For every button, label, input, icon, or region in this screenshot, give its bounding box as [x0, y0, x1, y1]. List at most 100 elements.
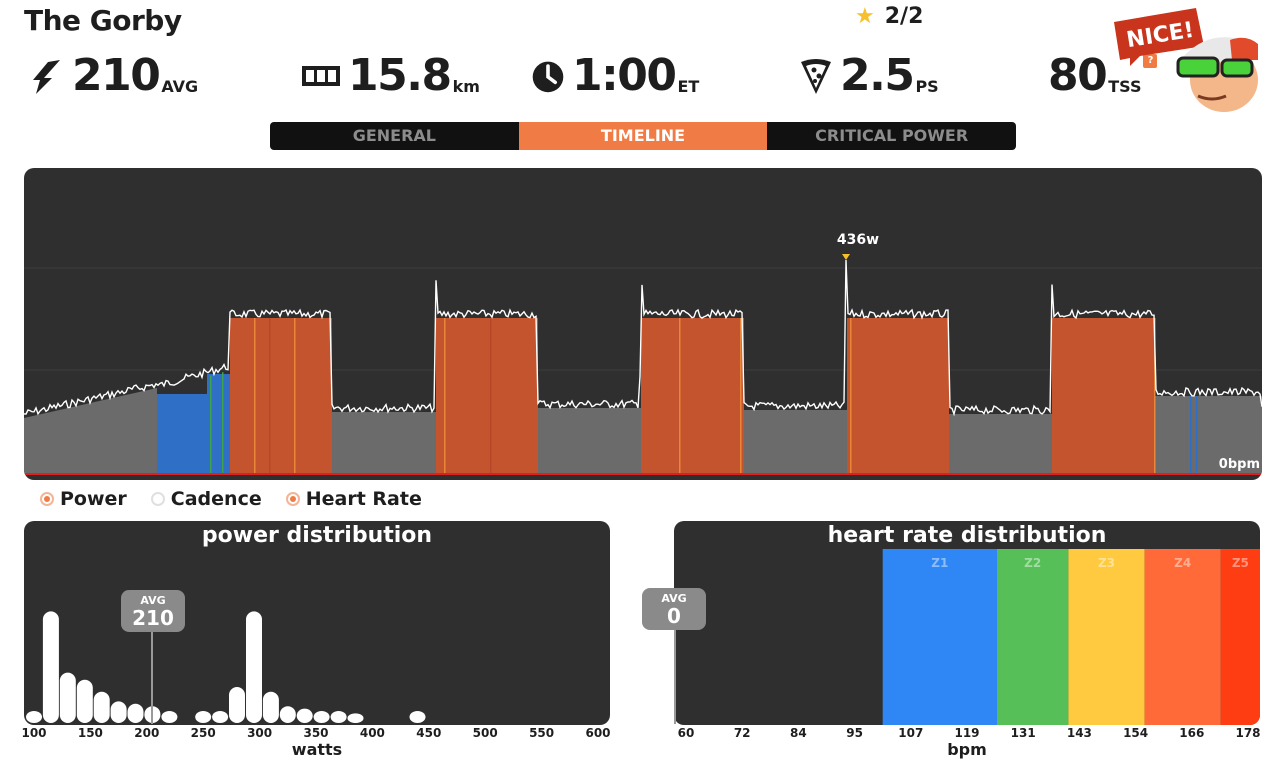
legend-power[interactable]: Power [40, 488, 127, 510]
x-tick-label: 154 [1123, 726, 1149, 740]
power-bin-bar [262, 691, 279, 723]
legend-label: Cadence [170, 488, 262, 510]
peak-marker-icon [842, 254, 850, 260]
timeline-stripe [850, 318, 852, 474]
stars-counter: ★ 2/2 [855, 4, 923, 29]
avg-label: AVG [661, 592, 687, 605]
x-tick-label: 131 [1010, 726, 1036, 740]
power-line [24, 259, 1262, 417]
tab-general[interactable]: GENERAL [352, 126, 436, 145]
hr-zone-band [882, 549, 997, 725]
lightning-icon [33, 60, 60, 94]
power-bin-bar [59, 672, 76, 723]
stat-pizza-slices: 2.5 PS [798, 48, 939, 104]
power-avg-badge: AVG 210 [121, 590, 185, 632]
stat-unit: ET [677, 77, 700, 96]
timeline-chart[interactable]: 436w 0bpm [24, 168, 1262, 480]
toggle-dot-icon [285, 492, 300, 506]
x-tick-label: 95 [846, 726, 863, 740]
tab-timeline[interactable]: TIMELINE [518, 122, 768, 150]
x-tick-label: 107 [898, 726, 924, 740]
tab-critical-power[interactable]: CRITICAL POWER [815, 126, 969, 145]
timeline-block [1052, 318, 1155, 474]
power-bin-bar [76, 679, 93, 723]
avg-value: 210 [132, 606, 174, 630]
panel-title: power distribution [201, 523, 433, 548]
timeline-stripe [294, 318, 296, 474]
hr-zone-band [1068, 549, 1145, 725]
x-tick-label: 600 [585, 726, 611, 740]
timeline-block [207, 374, 230, 474]
power-distribution-chart [26, 611, 426, 723]
power-x-label: watts [291, 740, 343, 759]
legend-label: Heart Rate [305, 488, 422, 510]
stat-distance: 15.8 km [300, 48, 480, 104]
x-tick-label: 84 [790, 726, 807, 740]
power-bin-bar [330, 711, 347, 723]
timeline-stripe [1154, 318, 1156, 474]
timeline-stripe [1196, 396, 1198, 474]
workout-title: The Gorby [24, 4, 182, 37]
nice-badge: NICE! [1114, 8, 1204, 66]
star-icon: ★ [855, 4, 875, 29]
stat-tss: 80 TSS ? [1048, 48, 1158, 104]
timeline-stripe [444, 318, 446, 474]
avg-value: 0 [667, 604, 681, 628]
timeline-stripe [679, 318, 681, 474]
power-bin-bar [161, 711, 178, 723]
avatar: NICE! [1114, 8, 1258, 112]
x-tick-label: 350 [303, 726, 329, 740]
power-bin-bar [313, 711, 330, 723]
legend-cadence[interactable]: Cadence [150, 488, 262, 510]
timeline-block [744, 410, 847, 474]
timeline-stripe [269, 318, 271, 474]
timeline-block [436, 318, 538, 474]
hr-distribution-chart: Z1 Z2 Z3 Z4 Z5 [882, 549, 1260, 725]
timeline-stripe [210, 375, 212, 474]
timeline-block [641, 318, 744, 474]
timeline-block [1155, 396, 1262, 474]
timeline-stripe [254, 318, 256, 474]
timeline-stripe [740, 318, 742, 474]
avg-label: AVG [140, 594, 166, 607]
x-tick-label: 400 [359, 726, 385, 740]
pizza-icon [801, 59, 831, 94]
stat-avg-power: 210 AVG [30, 48, 198, 104]
x-tick-label: 72 [733, 726, 751, 740]
stat-value: 1:00 [572, 50, 677, 101]
power-bin-bar [26, 711, 42, 723]
x-tick-label: 166 [1179, 726, 1205, 740]
legend-label: Power [60, 488, 127, 510]
legend-heart-rate[interactable]: Heart Rate [285, 488, 422, 510]
stat-value: 15.8 [348, 50, 452, 101]
x-tick-label: 300 [247, 726, 273, 740]
x-tick-label: 60 [677, 726, 695, 740]
power-bin-bar [279, 706, 296, 723]
stat-unit: TSS [1108, 77, 1142, 96]
power-bin-bar [212, 711, 229, 723]
stat-value: 2.5 [840, 50, 915, 101]
timeline-block [157, 394, 207, 474]
x-tick-label: 143 [1066, 726, 1092, 740]
peak-power-label: 436w [837, 232, 879, 248]
x-tick-label: 450 [416, 726, 442, 740]
stars-value: 2/2 [884, 4, 924, 29]
timeline-svg: 436w 0bpm [24, 232, 1262, 475]
tss-help-icon[interactable]: ? [1143, 54, 1158, 68]
hr-avg-line [674, 630, 676, 724]
hr-zone-label: Z3 [1098, 556, 1115, 570]
hr-zone-label: Z1 [931, 556, 948, 570]
x-tick-label: 150 [77, 726, 103, 740]
hr-distribution-panel: Z1 Z2 Z3 Z4 Z5 heart rate distribution [674, 521, 1260, 725]
timeline-stripe [1190, 396, 1192, 474]
timeline-block [24, 388, 157, 474]
stat-unit: AVG [161, 77, 199, 96]
hr-zone-band [1220, 549, 1260, 725]
stat-value: 210 [72, 50, 161, 101]
hr-x-label: bpm [947, 740, 987, 759]
x-tick-label: 250 [190, 726, 216, 740]
power-avg-line [151, 620, 153, 724]
timeline-legend: Power Cadence Heart Rate [40, 488, 422, 510]
hr-zone-band [1144, 549, 1221, 725]
hr-zone-label: Z2 [1024, 556, 1041, 570]
